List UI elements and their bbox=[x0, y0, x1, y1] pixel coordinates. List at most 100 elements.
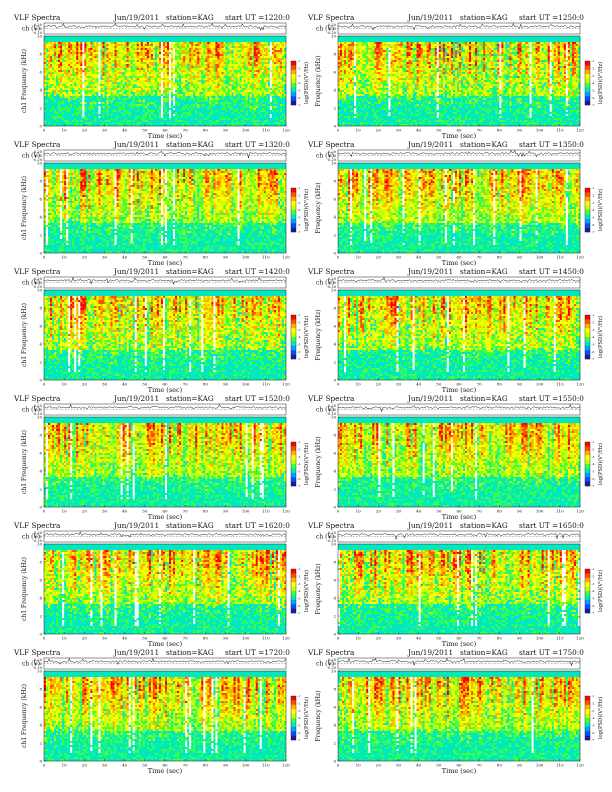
spectrogram-cell bbox=[121, 46, 123, 48]
spectrogram-cell bbox=[159, 40, 161, 42]
spectrogram-cell bbox=[165, 36, 167, 38]
spectrogram-cell bbox=[139, 78, 141, 80]
spectrogram-cell bbox=[175, 62, 177, 64]
spectrogram-cell bbox=[217, 94, 219, 96]
spectrogram-cell bbox=[240, 92, 242, 94]
spectrogram-cell bbox=[262, 80, 264, 82]
spectrogram-cell bbox=[72, 94, 74, 96]
spectrogram-cell bbox=[135, 104, 137, 106]
spectrogram-cell bbox=[88, 58, 90, 60]
spectrogram-cell bbox=[211, 110, 213, 112]
spectrogram-cell bbox=[246, 58, 248, 60]
spectrogram-cell bbox=[242, 84, 244, 86]
spectrogram-cell bbox=[137, 100, 139, 102]
spectrogram-cell bbox=[236, 110, 238, 112]
spectrogram-cell bbox=[98, 48, 100, 50]
spectrogram-cell bbox=[102, 112, 104, 114]
spectrogram-cell bbox=[242, 62, 244, 64]
spectrogram-cell bbox=[139, 68, 141, 70]
spectrogram-cell bbox=[121, 72, 123, 74]
spectrogram-cell bbox=[157, 62, 159, 64]
spectrogram-cell bbox=[201, 94, 203, 96]
spectrogram-cell bbox=[262, 72, 264, 74]
spectrogram-cell bbox=[119, 62, 121, 64]
spectrogram-cell bbox=[221, 90, 223, 92]
spectrogram-cell bbox=[177, 42, 179, 44]
spectrogram-cell bbox=[155, 76, 157, 78]
spectrogram-cell bbox=[54, 108, 56, 110]
spectrogram-cell bbox=[111, 74, 113, 76]
spectrogram-cell bbox=[205, 66, 207, 68]
spectrogram-cell bbox=[248, 50, 250, 52]
spectrogram-cell bbox=[264, 120, 266, 122]
spectrogram-cell bbox=[203, 98, 205, 100]
spectrogram-cell bbox=[123, 100, 125, 102]
spectrogram-cell bbox=[165, 58, 167, 60]
spectrogram-cell bbox=[52, 114, 54, 116]
spectrogram-cell bbox=[246, 118, 248, 120]
spectrogram-cell bbox=[102, 72, 104, 74]
spectrogram-cell bbox=[246, 46, 248, 48]
spectrogram-cell bbox=[62, 88, 64, 90]
spectrogram-cell bbox=[80, 86, 82, 88]
spectrogram-cell bbox=[262, 112, 264, 114]
spectrogram-cell bbox=[181, 122, 183, 124]
spectrogram-cell bbox=[179, 122, 181, 124]
spectrogram-cell bbox=[46, 112, 48, 114]
spectrogram-cell bbox=[46, 108, 48, 110]
spectrogram-cell bbox=[191, 120, 193, 122]
spectrogram-cell bbox=[228, 76, 230, 78]
spectrogram-cell bbox=[246, 52, 248, 54]
spectrogram-cell bbox=[209, 38, 211, 40]
spectrogram-cell bbox=[256, 62, 258, 64]
spectrogram-cell bbox=[163, 108, 165, 110]
spectrogram-cell bbox=[96, 62, 98, 64]
spectrogram-cell bbox=[84, 70, 86, 72]
spectrogram-cell bbox=[56, 98, 58, 100]
spectrogram-cell bbox=[252, 60, 254, 62]
spectrogram-cell bbox=[193, 54, 195, 56]
spectrogram-cell bbox=[219, 70, 221, 72]
spectrogram-cell bbox=[205, 80, 207, 82]
spectrogram-cell bbox=[213, 68, 215, 70]
spectrogram-cell bbox=[78, 76, 80, 78]
spectrogram-cell bbox=[252, 36, 254, 38]
spectrogram-cell bbox=[163, 94, 165, 96]
spectrogram-cell bbox=[264, 92, 266, 94]
spectrogram-cell bbox=[50, 48, 52, 50]
spectrogram-cell bbox=[46, 48, 48, 50]
spectrogram-cell bbox=[131, 76, 133, 78]
spectrogram-cell bbox=[169, 114, 171, 116]
spectrogram-cell bbox=[238, 74, 240, 76]
spectrogram-cell bbox=[96, 68, 98, 70]
spectrogram-cell bbox=[88, 120, 90, 122]
spectrogram-cell bbox=[44, 56, 46, 58]
spectrogram-cell bbox=[250, 84, 252, 86]
spectrogram-cell bbox=[64, 46, 66, 48]
spectrogram-cell bbox=[211, 112, 213, 114]
spectrogram-cell bbox=[109, 118, 111, 120]
spectrogram-cell bbox=[187, 36, 189, 38]
spectrogram-cell bbox=[234, 36, 236, 38]
spectrogram-cell bbox=[238, 70, 240, 72]
spectrogram-cell bbox=[195, 120, 197, 122]
spectrogram-cell bbox=[151, 110, 153, 112]
spectrogram-cell bbox=[179, 98, 181, 100]
spectrogram-cell bbox=[161, 66, 163, 68]
spectrogram-cell bbox=[92, 36, 94, 38]
spectrogram-cell bbox=[175, 54, 177, 56]
spectrogram-cell bbox=[205, 38, 207, 40]
spectrogram-cell bbox=[82, 114, 84, 116]
spectrogram-cell bbox=[74, 76, 76, 78]
spectrogram-cell bbox=[179, 70, 181, 72]
spectrogram-cell bbox=[98, 88, 100, 90]
spectrogram-cell bbox=[238, 80, 240, 82]
spectrogram-cell bbox=[141, 112, 143, 114]
spectrogram-cell bbox=[113, 120, 115, 122]
spectrogram-cell bbox=[149, 52, 151, 54]
spectrogram-cell bbox=[185, 88, 187, 90]
spectrogram-cell bbox=[102, 38, 104, 40]
spectrogram-cell bbox=[167, 84, 169, 86]
spectrogram-cell bbox=[236, 92, 238, 94]
spectrogram-cell bbox=[68, 76, 70, 78]
